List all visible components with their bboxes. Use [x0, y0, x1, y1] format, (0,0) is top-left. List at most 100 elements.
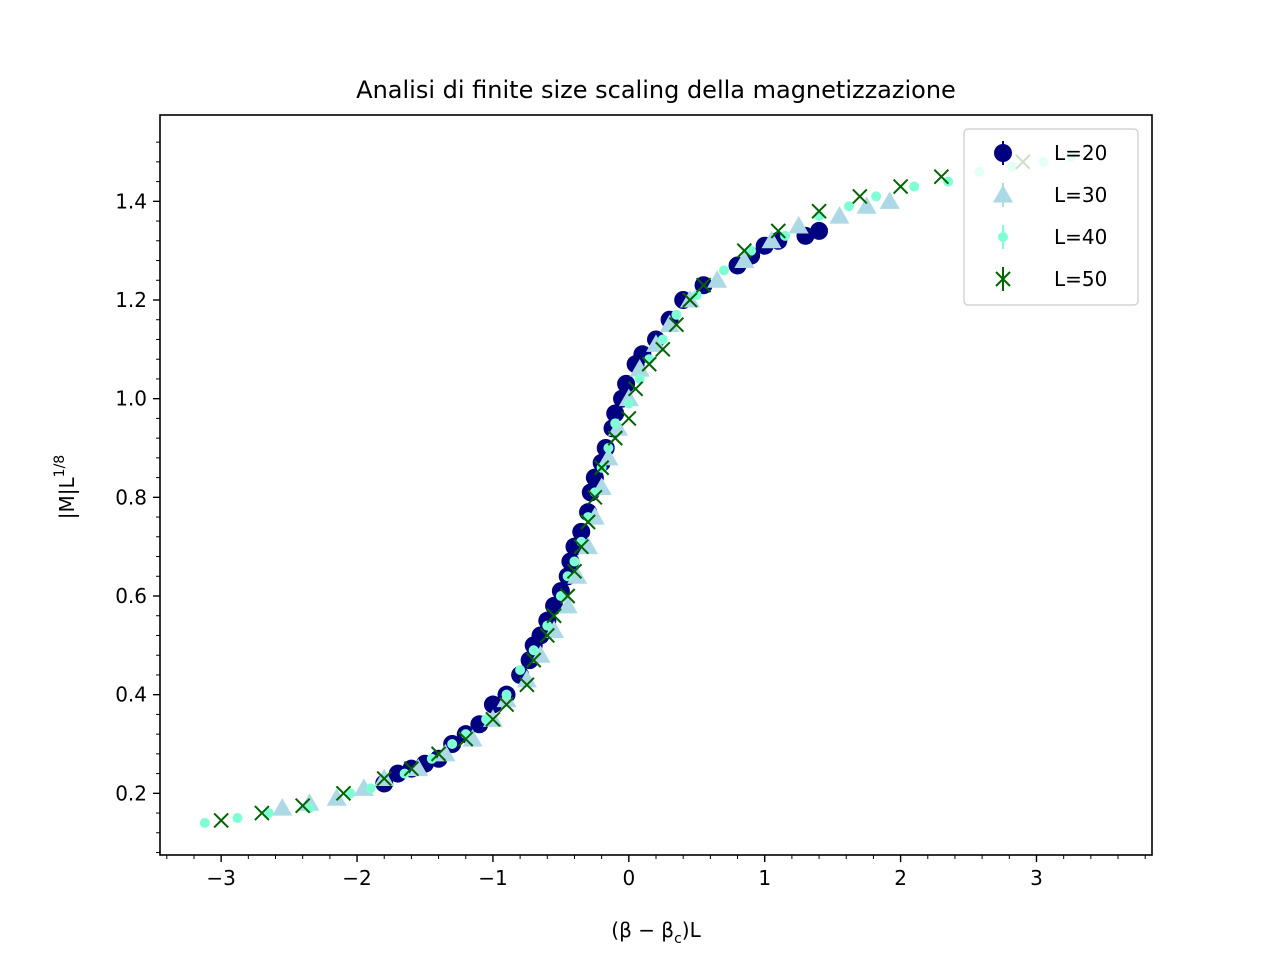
x-tick-label: −1 — [478, 866, 507, 890]
data-point — [668, 316, 685, 333]
y-tick-label: 0.6 — [115, 584, 147, 608]
data-point — [566, 563, 583, 580]
data-point — [569, 556, 580, 567]
data-point — [814, 211, 825, 222]
data-point — [811, 203, 827, 219]
x-tick-label: −3 — [206, 866, 235, 890]
data-point — [573, 538, 589, 555]
data-point — [780, 230, 791, 241]
data-point — [576, 536, 587, 547]
data-point — [606, 404, 625, 423]
x-tick-label: 1 — [758, 866, 771, 890]
legend-marker — [995, 271, 1011, 287]
data-point — [447, 739, 458, 749]
data-point — [572, 522, 591, 541]
data-point — [516, 669, 537, 688]
data-point — [770, 223, 787, 239]
data-point — [621, 410, 637, 427]
data-point — [589, 487, 600, 498]
y-axis-label: |M|L1/8 — [52, 455, 79, 519]
data-point — [810, 221, 829, 240]
data-point — [483, 695, 502, 714]
data-point — [761, 230, 782, 249]
x-axis-label: (β − βc)L — [611, 918, 701, 947]
data-point — [498, 696, 515, 713]
y-tick-label: 0.2 — [115, 781, 147, 805]
legend-entry: L=30 — [993, 183, 1107, 207]
data-point — [272, 798, 293, 816]
data-point — [376, 770, 392, 787]
x-axis-label-part-1: (β − β — [611, 918, 674, 942]
data-point — [199, 817, 210, 828]
y-axis-label-superscript: 1/8 — [52, 455, 68, 478]
data-point — [559, 588, 576, 604]
data-point — [519, 677, 535, 693]
data-point — [682, 292, 698, 308]
series-l-40 — [199, 151, 1076, 828]
data-point — [671, 309, 682, 320]
data-point — [254, 805, 270, 821]
data-point — [481, 714, 492, 725]
data-point — [562, 571, 573, 582]
data-point — [736, 242, 753, 259]
data-point — [655, 341, 671, 358]
legend-marker — [993, 185, 1013, 203]
data-point — [531, 626, 550, 645]
data-point — [829, 206, 850, 224]
data-point — [852, 188, 868, 205]
y-tick-label: 0.8 — [115, 485, 147, 509]
chart-title: Analisi di finite size scaling della mag… — [356, 76, 956, 104]
x-axis-label-subscript: c — [674, 931, 682, 947]
legend-label: L=30 — [1054, 183, 1107, 207]
data-point — [388, 764, 407, 783]
data-point — [607, 430, 623, 446]
data-point — [546, 608, 562, 624]
legend-marker — [994, 144, 1012, 162]
data-point — [365, 783, 376, 794]
data-point — [525, 652, 542, 668]
data-point — [587, 489, 603, 506]
data-point — [294, 797, 311, 814]
y-tick-label: 0.4 — [115, 683, 147, 707]
legend-label: L=50 — [1054, 267, 1107, 291]
legend: L=20 L=30 L=40 L=50 — [963, 128, 1139, 306]
y-axis-label-base: |M|L — [55, 476, 79, 519]
data-point — [403, 760, 420, 777]
data-point — [618, 388, 639, 407]
data-point — [623, 398, 634, 409]
data-point — [426, 753, 437, 764]
data-point — [644, 354, 655, 365]
y-tick-label: 1.2 — [115, 288, 147, 312]
data-point — [593, 460, 610, 476]
data-point — [856, 196, 877, 214]
data-point — [515, 665, 526, 675]
data-point — [695, 277, 712, 293]
data-point — [501, 689, 512, 700]
data-point — [542, 620, 553, 631]
x-tick-label: 0 — [622, 866, 635, 890]
data-point — [788, 216, 809, 234]
data-point — [892, 178, 909, 195]
series-l-20 — [375, 221, 829, 793]
data-point — [657, 334, 668, 345]
y-axis: 0.2 0.4 0.6 0.8 1.0 1.2 1.4 — [115, 141, 160, 854]
legend-label: L=20 — [1054, 141, 1107, 165]
data-point — [598, 447, 619, 466]
x-tick-label: 3 — [1030, 866, 1043, 890]
y-tick-label: 1.0 — [115, 387, 147, 411]
legend-marker — [998, 232, 1008, 242]
data-point — [909, 181, 920, 192]
data-point — [580, 514, 596, 530]
data-point — [485, 711, 501, 728]
x-axis: −3 −2 −1 0 1 2 3 — [166, 855, 1146, 890]
data-point — [345, 788, 356, 799]
data-point — [691, 290, 702, 301]
data-point — [458, 731, 474, 747]
data-point — [746, 245, 757, 256]
data-point — [539, 627, 555, 644]
data-point — [617, 374, 636, 393]
data-point — [335, 785, 352, 802]
data-point — [555, 591, 566, 601]
data-point — [641, 356, 657, 372]
